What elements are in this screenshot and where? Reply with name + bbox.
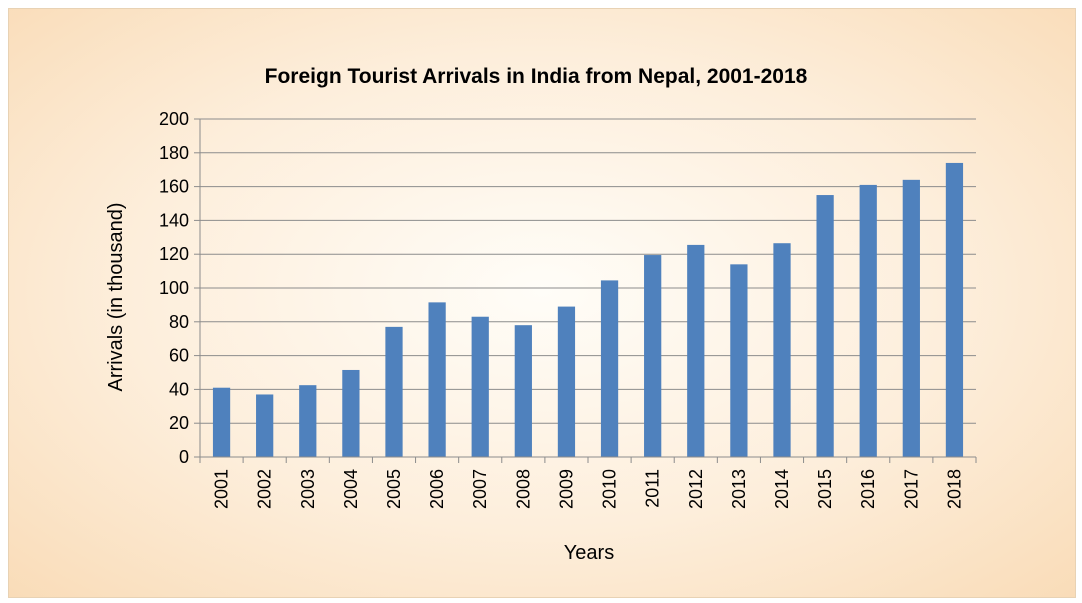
y-tick-label: 180 xyxy=(159,143,189,163)
bar-2002 xyxy=(256,394,274,457)
x-tick-label: 2008 xyxy=(513,469,533,509)
y-tick-label: 0 xyxy=(179,447,189,467)
x-tick-label: 2005 xyxy=(384,469,404,509)
x-tick-label: 2011 xyxy=(643,469,663,508)
axes xyxy=(194,118,977,463)
y-tick-label: 100 xyxy=(159,278,189,298)
bar-2008 xyxy=(514,325,532,457)
x-tick-label: 2012 xyxy=(686,469,706,509)
y-tick-label: 120 xyxy=(159,244,189,264)
bar-2004 xyxy=(342,369,360,457)
x-tick-label: 2007 xyxy=(470,469,490,509)
x-tick-label: 2006 xyxy=(427,469,447,509)
bar-chart: Foreign Tourist Arrivals in India from N… xyxy=(105,65,977,564)
x-tick-label: 2017 xyxy=(901,469,921,509)
y-tick-label: 160 xyxy=(159,177,189,197)
bar-2018 xyxy=(945,162,964,457)
bar-2014 xyxy=(773,243,791,457)
y-tick-label: 80 xyxy=(169,312,189,332)
x-tick-label: 2009 xyxy=(556,469,576,509)
chart-area: Foreign Tourist Arrivals in India from N… xyxy=(8,8,1076,598)
x-axis-label: Years xyxy=(564,542,614,564)
bar-2016 xyxy=(859,184,877,457)
bar-2017 xyxy=(902,179,920,457)
y-tick-label: 200 xyxy=(159,109,189,129)
bar-2006 xyxy=(428,302,446,457)
x-tick-label: 2018 xyxy=(944,469,964,509)
bar-2005 xyxy=(385,326,403,457)
gridlines xyxy=(200,118,976,424)
x-tick-label: 2014 xyxy=(772,469,792,509)
bar-2001 xyxy=(212,387,231,457)
bar-2003 xyxy=(299,385,317,457)
bar-2015 xyxy=(816,195,834,458)
y-tick-label: 40 xyxy=(169,379,189,399)
x-tick-label: 2010 xyxy=(600,469,620,509)
bar-2011 xyxy=(644,255,662,457)
y-tick-label: 20 xyxy=(169,413,189,433)
bar-2012 xyxy=(687,244,705,457)
y-axis-label: Arrivals (in thousand) xyxy=(105,203,127,392)
bar-2010 xyxy=(600,280,619,457)
x-tick-label: 2002 xyxy=(255,469,275,509)
x-tick-label: 2015 xyxy=(815,469,835,509)
y-tick-label: 60 xyxy=(169,346,189,366)
chart-title: Foreign Tourist Arrivals in India from N… xyxy=(265,65,808,88)
y-tick-labels: 0 20 40 60 80 100 120 140 160 180 200 xyxy=(159,109,189,467)
x-tick-label: 2004 xyxy=(341,469,361,509)
x-tick-labels: 2001 2002 2003 2004 2005 2006 2007 2008 2009 2010… xyxy=(212,469,965,509)
y-tick-label: 140 xyxy=(159,210,189,230)
x-tick-label: 2013 xyxy=(729,469,749,509)
bar-2009 xyxy=(557,306,576,457)
bar-2013 xyxy=(730,264,748,457)
bar-2007 xyxy=(471,316,489,457)
bars xyxy=(212,162,964,458)
x-tick-label: 2001 xyxy=(212,469,232,509)
x-tick-label: 2003 xyxy=(298,469,318,509)
x-tick-label: 2016 xyxy=(858,469,878,509)
